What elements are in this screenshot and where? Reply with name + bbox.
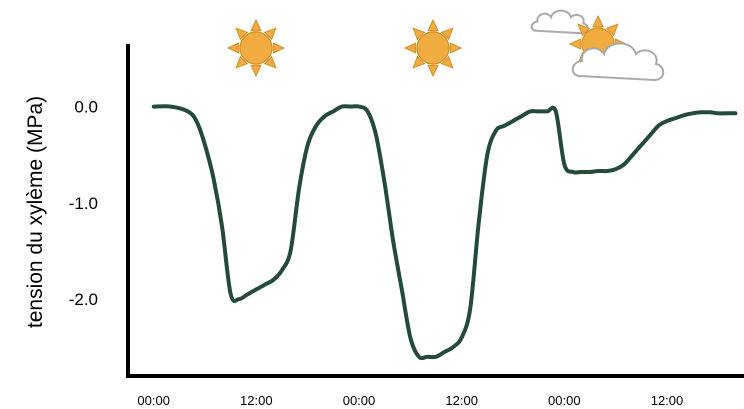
x-tick-label: 00:00: [137, 393, 170, 408]
x-tick-label: 00:00: [343, 393, 376, 408]
x-tick-label: 12:00: [240, 393, 273, 408]
cloud-icon: [571, 42, 665, 82]
series-layer: [151, 104, 738, 361]
cloud-icon: [530, 9, 589, 35]
sun-icon: [226, 18, 286, 78]
y-tick-labels: 0.0 -1.0 -2.0: [69, 98, 98, 309]
x-tick-label: 12:00: [445, 393, 478, 408]
y-axis-label: tension du xylème (MPa): [24, 96, 47, 328]
x-tick-label: 00:00: [548, 393, 581, 408]
x-tick-label: 12:00: [651, 393, 684, 408]
y-tick-label: 0.0: [74, 98, 98, 117]
sun-icon: [403, 18, 463, 78]
series-line: [151, 104, 738, 361]
y-tick-label: -2.0: [69, 290, 98, 309]
y-tick-label: -1.0: [69, 194, 98, 213]
weather-icons: [226, 9, 665, 82]
